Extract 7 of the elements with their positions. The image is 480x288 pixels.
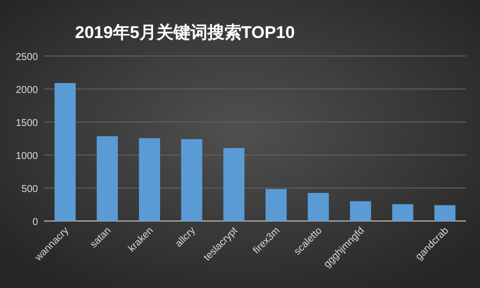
y-tick-label: 0: [32, 217, 38, 228]
y-tick-label: 500: [21, 184, 38, 195]
y-tick-label: 2500: [16, 52, 38, 63]
y-tick-label: 1000: [16, 151, 38, 162]
chart-title: 2019年5月关键词搜索TOP10: [75, 23, 295, 42]
y-tick-label: 2000: [16, 85, 38, 96]
y-tick-label: 1500: [16, 118, 38, 129]
